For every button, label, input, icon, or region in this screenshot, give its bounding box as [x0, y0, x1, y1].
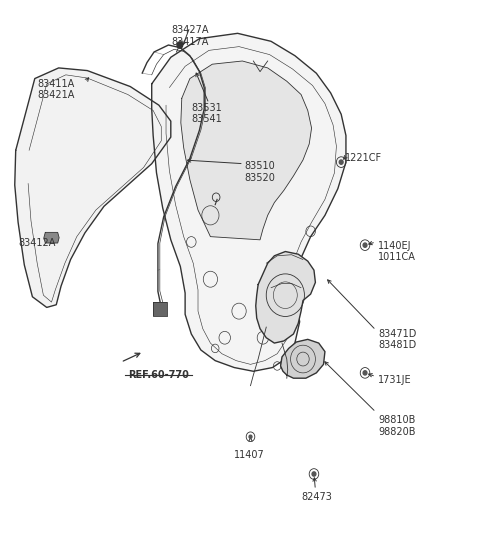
Text: REF.60-770: REF.60-770: [129, 370, 189, 380]
Text: 1221CF: 1221CF: [345, 153, 382, 163]
Text: 98810B
98820B: 98810B 98820B: [378, 416, 416, 437]
Text: 1140EJ
1011CA: 1140EJ 1011CA: [378, 241, 416, 263]
Text: 83427A
83417A: 83427A 83417A: [171, 25, 209, 47]
Text: 83531
83541: 83531 83541: [191, 103, 222, 124]
Text: 83471D
83481D: 83471D 83481D: [378, 328, 417, 350]
Circle shape: [339, 160, 343, 164]
Polygon shape: [181, 61, 312, 240]
Text: 11407: 11407: [234, 449, 265, 460]
Circle shape: [249, 435, 252, 438]
Text: 82473: 82473: [301, 492, 332, 502]
Circle shape: [312, 472, 316, 476]
Polygon shape: [153, 302, 168, 317]
Text: 83510
83520: 83510 83520: [245, 161, 276, 182]
Text: 83412A: 83412A: [19, 238, 56, 248]
Text: 83411A
83421A: 83411A 83421A: [37, 79, 75, 100]
Polygon shape: [15, 68, 171, 308]
Circle shape: [177, 42, 183, 48]
Polygon shape: [44, 232, 59, 243]
Polygon shape: [152, 33, 346, 371]
Text: 1731JE: 1731JE: [378, 375, 412, 385]
Polygon shape: [281, 339, 325, 378]
Polygon shape: [256, 251, 315, 343]
Circle shape: [363, 371, 367, 375]
Circle shape: [363, 243, 367, 247]
